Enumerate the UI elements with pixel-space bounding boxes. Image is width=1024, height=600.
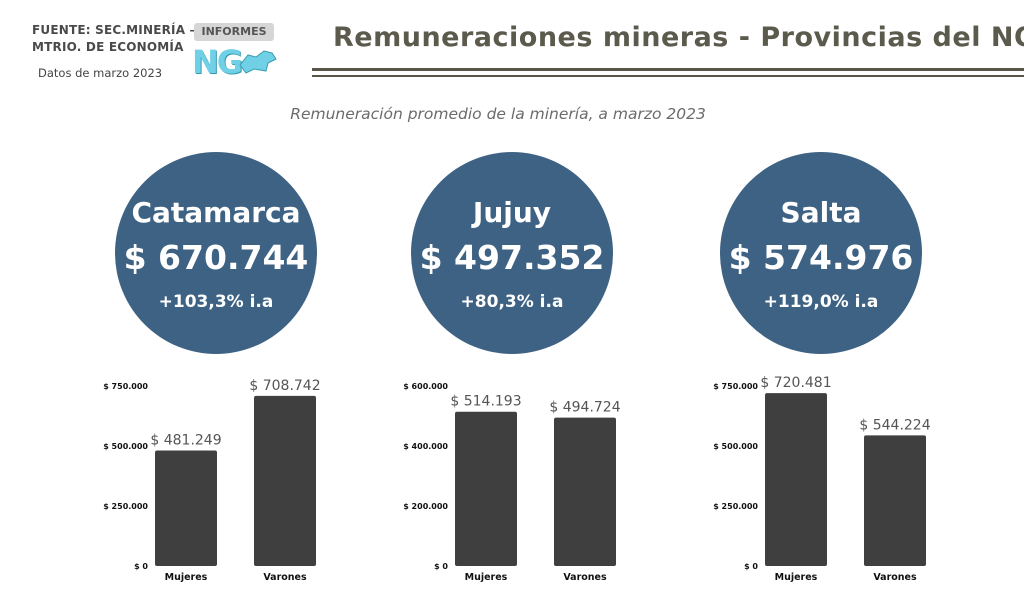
province-circle-jujuy: Jujuy $ 497.352 +80,3% i.a bbox=[411, 152, 613, 354]
province-amount: $ 574.976 bbox=[728, 238, 914, 277]
province-circle-salta: Salta $ 574.976 +119,0% i.a bbox=[720, 152, 922, 354]
source-note: FUENTE: SEC.MINERÍA – MTRIO. DE ECONOMÍA bbox=[32, 22, 196, 56]
bar-varones bbox=[254, 395, 316, 566]
y-tick-label: $ 750.000 bbox=[103, 382, 148, 391]
chart-subtitle: Remuneración promedio de la minería, a m… bbox=[290, 105, 706, 123]
province-name: Catamarca bbox=[131, 196, 301, 229]
province-name: Salta bbox=[780, 196, 862, 229]
bar-chart-catamarca: $ 0 $ 250.000 $ 500.000 $ 750.000 $ 481.249 M… bbox=[103, 378, 320, 583]
bar-mujeres bbox=[765, 393, 827, 566]
province-name: Jujuy bbox=[472, 196, 552, 229]
y-tick-label: $ 500.000 bbox=[713, 442, 758, 451]
source-line-2: MTRIO. DE ECONOMÍA bbox=[32, 40, 184, 54]
x-tick-label: Varones bbox=[263, 572, 307, 583]
y-tick-label: $ 250.000 bbox=[713, 502, 758, 511]
data-label: $ 544.224 bbox=[859, 417, 930, 433]
y-tick-label: $ 0 bbox=[744, 562, 758, 571]
page-title: Remuneraciones mineras - Provincias del … bbox=[333, 22, 1024, 53]
y-tick-label: $ 600.000 bbox=[403, 382, 448, 391]
y-tick-label: $ 250.000 bbox=[103, 502, 148, 511]
y-tick-label: $ 500.000 bbox=[103, 442, 148, 451]
x-tick-label: Mujeres bbox=[465, 572, 508, 583]
x-tick-label: Varones bbox=[563, 572, 607, 583]
x-tick-label: Varones bbox=[873, 572, 917, 583]
source-line-1: FUENTE: SEC.MINERÍA – bbox=[32, 23, 196, 37]
title-rule-bottom bbox=[312, 75, 1024, 77]
x-tick-label: Mujeres bbox=[165, 572, 208, 583]
informes-ng-logo: INFORMES NG bbox=[190, 23, 282, 85]
y-tick-label: $ 0 bbox=[134, 562, 148, 571]
title-rule-top bbox=[312, 68, 1024, 71]
y-tick-label: $ 200.000 bbox=[403, 502, 448, 511]
province-amount: $ 670.744 bbox=[123, 238, 309, 277]
province-change: +80,3% i.a bbox=[460, 292, 564, 312]
data-label: $ 481.249 bbox=[150, 433, 221, 449]
logo-mark: NG bbox=[192, 43, 243, 81]
data-label: $ 720.481 bbox=[760, 375, 831, 391]
y-tick-label: $ 0 bbox=[434, 562, 448, 571]
bar-varones bbox=[554, 417, 616, 566]
bar-chart-salta: $ 0 $ 250.000 $ 500.000 $ 750.000 $ 720.481 M… bbox=[713, 375, 931, 583]
bar-chart-jujuy: $ 0 $ 200.000 $ 400.000 $ 600.000$ 514.193 M… bbox=[403, 382, 621, 583]
province-circle-catamarca: Catamarca $ 670.744 +103,3% i.a bbox=[115, 152, 317, 354]
logo-word: INFORMES bbox=[194, 23, 274, 41]
y-tick-label: $ 750.000 bbox=[713, 382, 758, 391]
map-icon bbox=[239, 50, 277, 74]
data-label: $ 708.742 bbox=[249, 378, 320, 394]
bar-varones bbox=[864, 435, 926, 566]
data-date: Datos de marzo 2023 bbox=[38, 66, 163, 80]
data-label: $ 514.193 bbox=[450, 394, 521, 410]
y-tick-label: $ 400.000 bbox=[403, 442, 448, 451]
province-change: +119,0% i.a bbox=[763, 292, 879, 312]
province-amount: $ 497.352 bbox=[419, 238, 605, 277]
x-tick-label: Mujeres bbox=[775, 572, 818, 583]
bar-mujeres bbox=[455, 411, 517, 566]
data-label: $ 494.724 bbox=[549, 400, 620, 416]
province-change: +103,3% i.a bbox=[158, 292, 274, 312]
bar-mujeres bbox=[155, 450, 217, 566]
